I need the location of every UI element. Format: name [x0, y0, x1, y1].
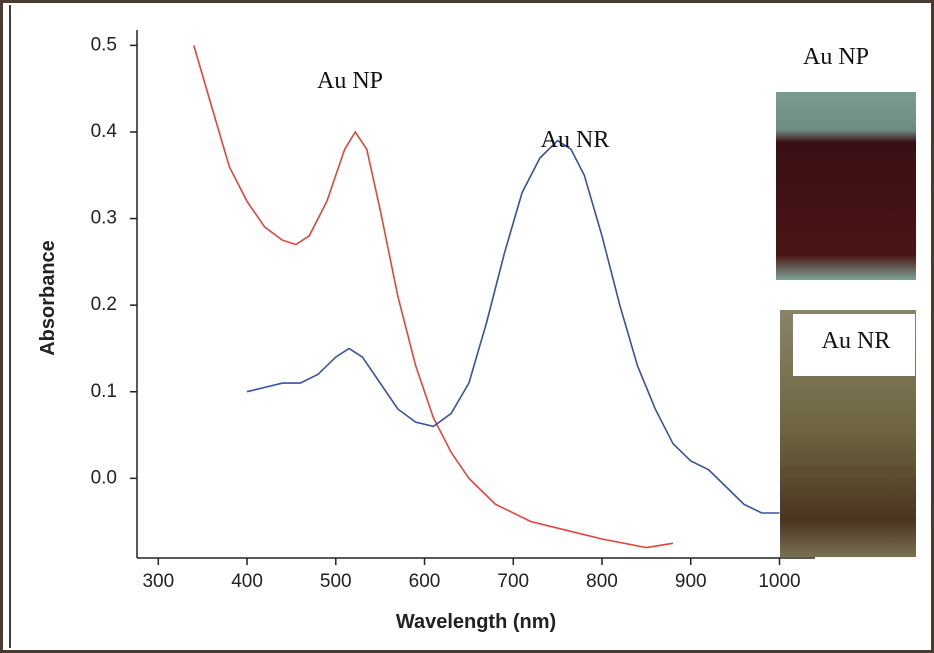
plot: 0.0 0.1 0.2 0.3 0.4 0.5 300 400 500 600 700 800 900 1…: [91, 30, 815, 592]
annotation: Au NP: [317, 68, 383, 94]
photo-label: Au NP: [803, 44, 869, 70]
photo-label-box: [793, 314, 915, 376]
y-axis-label: Absorbance: [37, 240, 59, 356]
y-tick-label: 0.5: [91, 34, 117, 55]
x-tick-label: 700: [497, 571, 529, 592]
annotation: Au NR: [541, 127, 610, 153]
y-tick-label: 0.2: [91, 294, 117, 315]
x-tick-label: 800: [586, 571, 618, 592]
x-axis-label: Wavelength (nm): [396, 611, 556, 633]
photo-label: Au NR: [822, 328, 891, 354]
x-tick-label: 500: [320, 571, 352, 592]
series-line: [193, 45, 674, 549]
series-line: [246, 139, 780, 514]
y-tick-label: 0.0: [91, 467, 117, 488]
x-tick-label: 1000: [758, 571, 800, 592]
y-tick-label: 0.4: [91, 121, 118, 142]
x-tick-label: 900: [675, 571, 707, 592]
y-tick-label: 0.3: [91, 208, 117, 229]
x-tick-label: 400: [231, 571, 263, 592]
x-tick-label: 600: [409, 571, 441, 592]
y-tick-label: 0.1: [91, 381, 117, 402]
x-tick-label: 300: [142, 571, 174, 592]
photo-label-box: [776, 30, 916, 92]
